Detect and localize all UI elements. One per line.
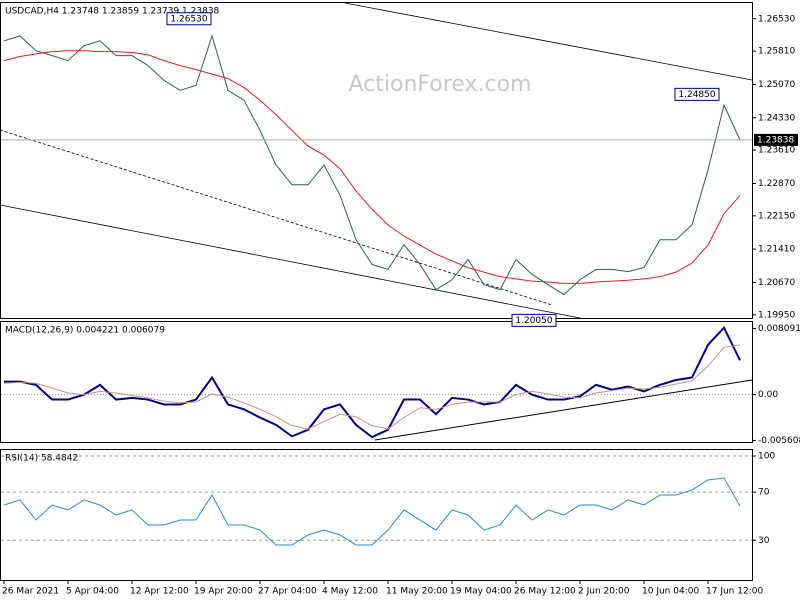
x-tick-label: 26 Mar 2021 — [2, 587, 59, 597]
x-tick-label: 4 May 12:00 — [322, 587, 378, 597]
annotation-label: 1.20050 — [515, 316, 552, 326]
current-price-label: 1.23838 — [757, 135, 794, 145]
y-tick-label: -0.005608 — [758, 436, 800, 446]
x-tick-label: 11 May 20:00 — [386, 587, 448, 597]
panel-title: RSI(14) 58.4842 — [5, 454, 78, 464]
y-tick-label: 70 — [758, 488, 770, 498]
x-tick-label: 2 Jun 20:00 — [578, 587, 630, 597]
y-tick-label: 0.008091 — [758, 324, 800, 334]
y-tick-label: 1.20670 — [758, 278, 795, 288]
x-tick-label: 27 Apr 04:00 — [258, 587, 317, 597]
y-tick-label: 1.25070 — [758, 80, 795, 90]
channel-upper — [344, 2, 753, 81]
x-tick-label: 19 Apr 20:00 — [194, 587, 253, 597]
watermark: ActionForex.com — [349, 72, 532, 97]
y-tick-label: 1.26530 — [758, 14, 795, 24]
current-price-box — [754, 133, 798, 146]
annotation-box — [674, 87, 720, 101]
y-tick-label: 1.23610 — [758, 146, 795, 156]
x-tick-label: 5 Apr 04:00 — [66, 587, 119, 597]
plot-layer: USDCAD,H4 1.23748 1.23859 1.23739 1.2383… — [1, 7, 800, 597]
annotation-box — [511, 313, 557, 327]
x-tick-label: 12 Apr 12:00 — [130, 587, 189, 597]
series-line — [4, 325, 741, 439]
y-tick-label: 1.19950 — [758, 310, 795, 320]
panel-title: MACD(12,26,9) 0.004221 0.006079 — [5, 326, 165, 336]
macd-trendline — [374, 379, 753, 441]
annotation-box — [166, 12, 212, 26]
channel-mid — [0, 129, 553, 306]
macd-panel — [0, 321, 753, 443]
channel-lower — [0, 204, 581, 319]
y-tick-label: 1.21410 — [758, 245, 795, 255]
y-tick-label: 0.00 — [758, 390, 778, 400]
series-line — [3, 50, 741, 284]
y-tick-label: 1.22150 — [758, 211, 795, 221]
y-tick-label: 1.24330 — [758, 113, 795, 123]
x-tick-label: 17 Jun 12:00 — [706, 587, 763, 597]
panel-title: USDCAD,H4 1.23748 1.23859 1.23739 1.2383… — [5, 7, 220, 17]
annotation-label: 1.24850 — [678, 90, 715, 100]
x-tick-label: 26 May 12:00 — [514, 587, 576, 597]
y-tick-label: 30 — [758, 536, 770, 546]
price-panel — [0, 2, 753, 319]
x-tick-label: 10 Jun 04:00 — [642, 587, 699, 597]
series-line — [3, 477, 741, 546]
y-tick-label: 100 — [758, 452, 775, 462]
x-tick-label: 19 May 04:00 — [450, 587, 512, 597]
y-tick-label: 1.25810 — [758, 47, 795, 57]
rsi-panel — [0, 449, 753, 581]
y-tick-label: 1.22870 — [758, 179, 795, 189]
series-line — [3, 34, 741, 296]
annotation-label: 1.26530 — [170, 14, 207, 24]
series-line — [3, 344, 741, 430]
